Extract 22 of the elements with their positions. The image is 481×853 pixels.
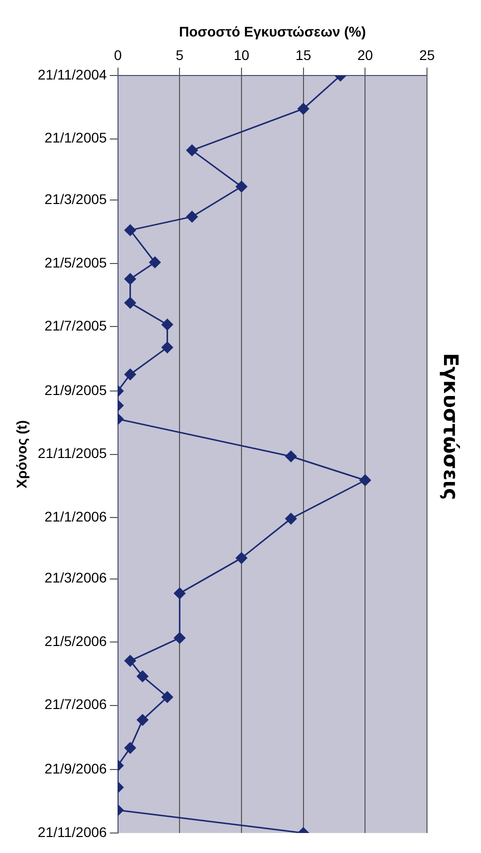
y-tick-label: 21/3/2005 bbox=[44, 190, 108, 207]
x-tick-label: 20 bbox=[357, 47, 374, 64]
x-axis-title: Ποσοστό Εγκυστώσεων (%) bbox=[178, 23, 366, 40]
x-tick-label: 10 bbox=[234, 47, 250, 64]
y-tick-label: 21/9/2005 bbox=[44, 382, 108, 398]
y-tick-label: 21/7/2005 bbox=[44, 318, 108, 334]
y-tick-label: 21/11/2005 bbox=[38, 445, 108, 462]
y-tick-label: 21/1/2006 bbox=[44, 508, 108, 524]
y-tick-label: 21/3/2006 bbox=[44, 570, 108, 586]
y-tick-label: 21/11/2006 bbox=[38, 824, 108, 840]
y-axis-title: Χρόνος (t) bbox=[13, 420, 30, 488]
x-tick-label: 5 bbox=[176, 47, 184, 64]
y-tick-label: 21/9/2006 bbox=[44, 760, 108, 777]
y-tick-label: 21/1/2005 bbox=[44, 130, 108, 146]
x-tick-label: 25 bbox=[419, 47, 435, 64]
y-tick-label: 21/5/2005 bbox=[44, 254, 108, 270]
y-tick-label: 21/5/2006 bbox=[44, 632, 108, 649]
text: Εγκυστώσεις bbox=[438, 352, 463, 500]
y-tick-label: 21/7/2006 bbox=[44, 696, 108, 712]
x-tick-label: 15 bbox=[296, 47, 312, 64]
x-tick-label: 0 bbox=[114, 47, 122, 64]
y-tick-label: 21/11/2004 bbox=[38, 66, 108, 82]
